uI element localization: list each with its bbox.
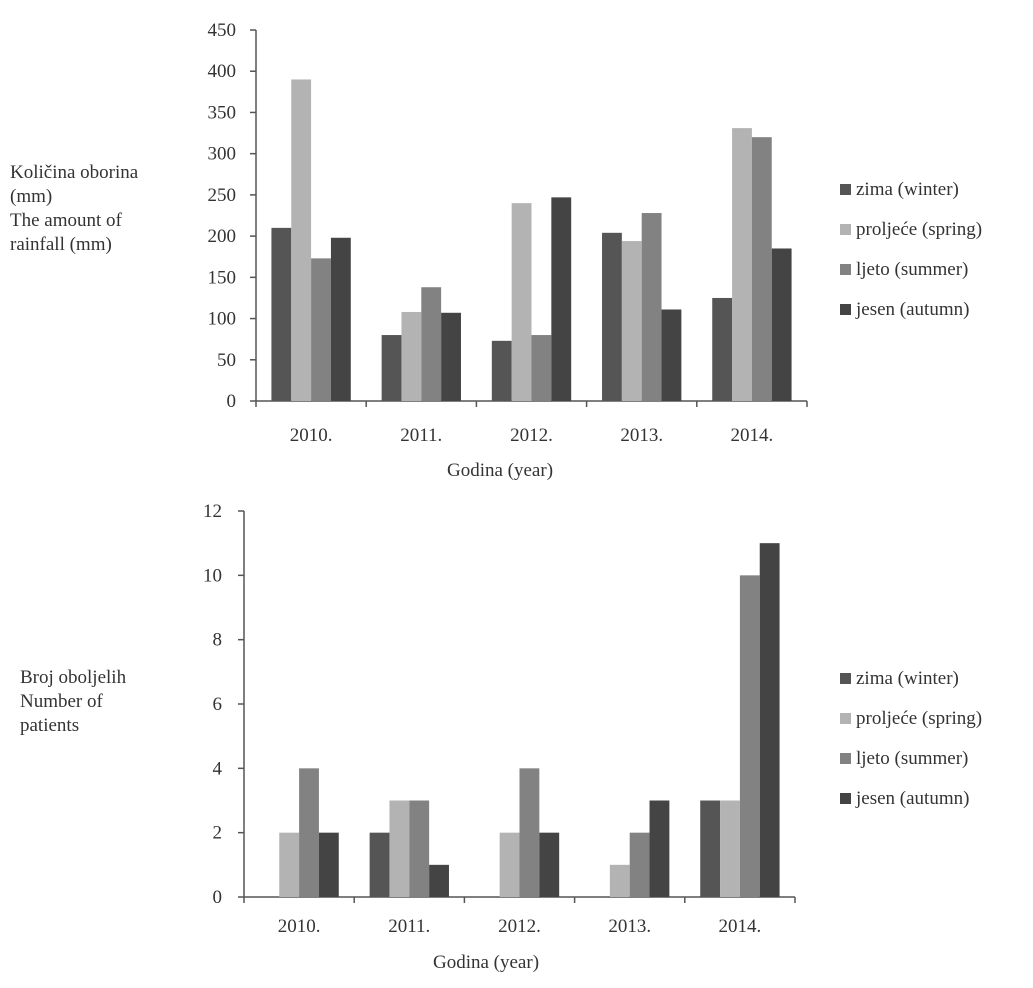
bar-proljeće-2012 [511, 203, 532, 401]
x-tick-label: 2014. [731, 425, 774, 446]
y-tick-label: 10 [203, 565, 222, 586]
bar-proljeće-2011 [401, 311, 422, 401]
legend-swatch [840, 753, 851, 764]
bar-proljeće-2010 [291, 79, 312, 401]
y-tick-label: 6 [213, 694, 223, 715]
bar-proljeće-2014 [732, 128, 752, 401]
y-axis-label-line: Količina oborina [10, 162, 139, 183]
x-tick-label: 2011. [388, 916, 430, 937]
bar-jesen-2012 [551, 197, 572, 401]
y-tick-label: 0 [227, 391, 237, 412]
bar-jesen-2010 [330, 237, 351, 401]
bar-jesen-2013 [649, 800, 670, 897]
patients-chart: 0 2 4 6 8 10 12 2010. 2011. 2012. 2013. 2014. Godina… [20, 501, 982, 973]
bar-proljeće-2013 [621, 241, 642, 401]
legend-label: ljeto (summer) [856, 259, 968, 280]
x-tick-label: 2012. [510, 425, 553, 446]
y-tick-label: 400 [208, 61, 237, 82]
bar-ljeto-2013 [641, 213, 662, 401]
bar-ljeto-2012 [519, 768, 540, 897]
x-tick-label: 2012. [498, 916, 541, 937]
y-tick-label: 300 [208, 144, 237, 165]
y-tick-label: 350 [208, 102, 237, 123]
bar-zima-2012 [491, 340, 512, 401]
y-tick-label: 8 [213, 630, 223, 651]
rainfall-chart: 0 50 100 150 200 250 300 350 400 450 2010. 2011. 201… [10, 20, 982, 481]
y-tick-label: 0 [213, 887, 223, 908]
x-axis-title: Godina (year) [433, 952, 539, 973]
x-tick-label: 2013. [620, 425, 663, 446]
x-tick-label: 2013. [608, 916, 651, 937]
x-tick-label: 2014. [719, 916, 762, 937]
legend-swatch [840, 793, 851, 804]
bar-jesen-2011 [429, 864, 449, 897]
bar-jesen-2013 [661, 309, 682, 401]
x-tick-label: 2010. [278, 916, 321, 937]
legend-label: zima (winter) [856, 179, 959, 200]
bar-ljeto-2012 [531, 335, 552, 401]
bar-jesen-2012 [539, 832, 560, 897]
bar-zima-2011 [381, 335, 402, 401]
y-tick-label: 2 [213, 823, 223, 844]
bar-zima-2013 [602, 232, 622, 401]
legend-label: zima (winter) [856, 668, 959, 689]
y-tick-label: 12 [203, 501, 222, 522]
legend-label: proljeće (spring) [856, 219, 982, 240]
bar-jesen-2014 [759, 543, 780, 897]
y-tick-label: 50 [217, 350, 236, 371]
bar-ljeto-2014 [751, 137, 772, 401]
y-tick-label: 4 [213, 758, 223, 779]
bar-zima-2011 [369, 832, 390, 897]
y-tick-label: 200 [208, 226, 237, 247]
bar-ljeto-2011 [409, 800, 430, 897]
y-axis-label-line: (mm) [10, 186, 52, 207]
legend-swatch [840, 184, 851, 195]
legend-swatch [840, 264, 851, 275]
y-tick-label: 450 [208, 20, 237, 41]
y-axis-label-line: Broj oboljelih [20, 667, 127, 688]
x-axis-title: Godina (year) [447, 460, 553, 481]
y-axis-label-line: Number of [20, 691, 104, 712]
bar-proljeće-2011 [389, 800, 410, 897]
bar-proljeće-2010 [279, 832, 300, 897]
y-tick-label: 250 [208, 185, 237, 206]
legend-label: proljeće (spring) [856, 708, 982, 729]
bar-zima-2014 [712, 297, 733, 401]
legend-label: jesen (autumn) [855, 299, 969, 320]
y-axis-label-line: The amount of [10, 210, 123, 231]
bar-ljeto-2010 [311, 258, 331, 401]
bar-ljeto-2010 [299, 768, 319, 897]
bar-jesen-2011 [441, 312, 461, 401]
legend-label: ljeto (summer) [856, 748, 968, 769]
bar-jesen-2010 [318, 832, 339, 897]
legend-swatch [840, 304, 851, 315]
y-axis-label-line: patients [20, 715, 79, 736]
bar-zima-2014 [700, 800, 721, 897]
legend-swatch [840, 673, 851, 684]
bar-ljeto-2011 [421, 287, 442, 401]
legend-label: jesen (autumn) [855, 788, 969, 809]
bar-proljeće-2012 [499, 832, 520, 897]
bar-jesen-2014 [771, 248, 792, 401]
legend-swatch [840, 224, 851, 235]
x-tick-label: 2011. [400, 425, 442, 446]
y-tick-label: 150 [208, 267, 237, 288]
bar-zima-2010 [271, 227, 292, 401]
bar-ljeto-2013 [629, 832, 650, 897]
bar-proljeće-2014 [720, 800, 740, 897]
y-axis-label-line: rainfall (mm) [10, 234, 112, 255]
bar-proljeće-2013 [609, 864, 630, 897]
legend-swatch [840, 713, 851, 724]
x-tick-label: 2010. [290, 425, 333, 446]
bar-ljeto-2014 [739, 575, 760, 897]
y-tick-label: 100 [208, 309, 237, 330]
